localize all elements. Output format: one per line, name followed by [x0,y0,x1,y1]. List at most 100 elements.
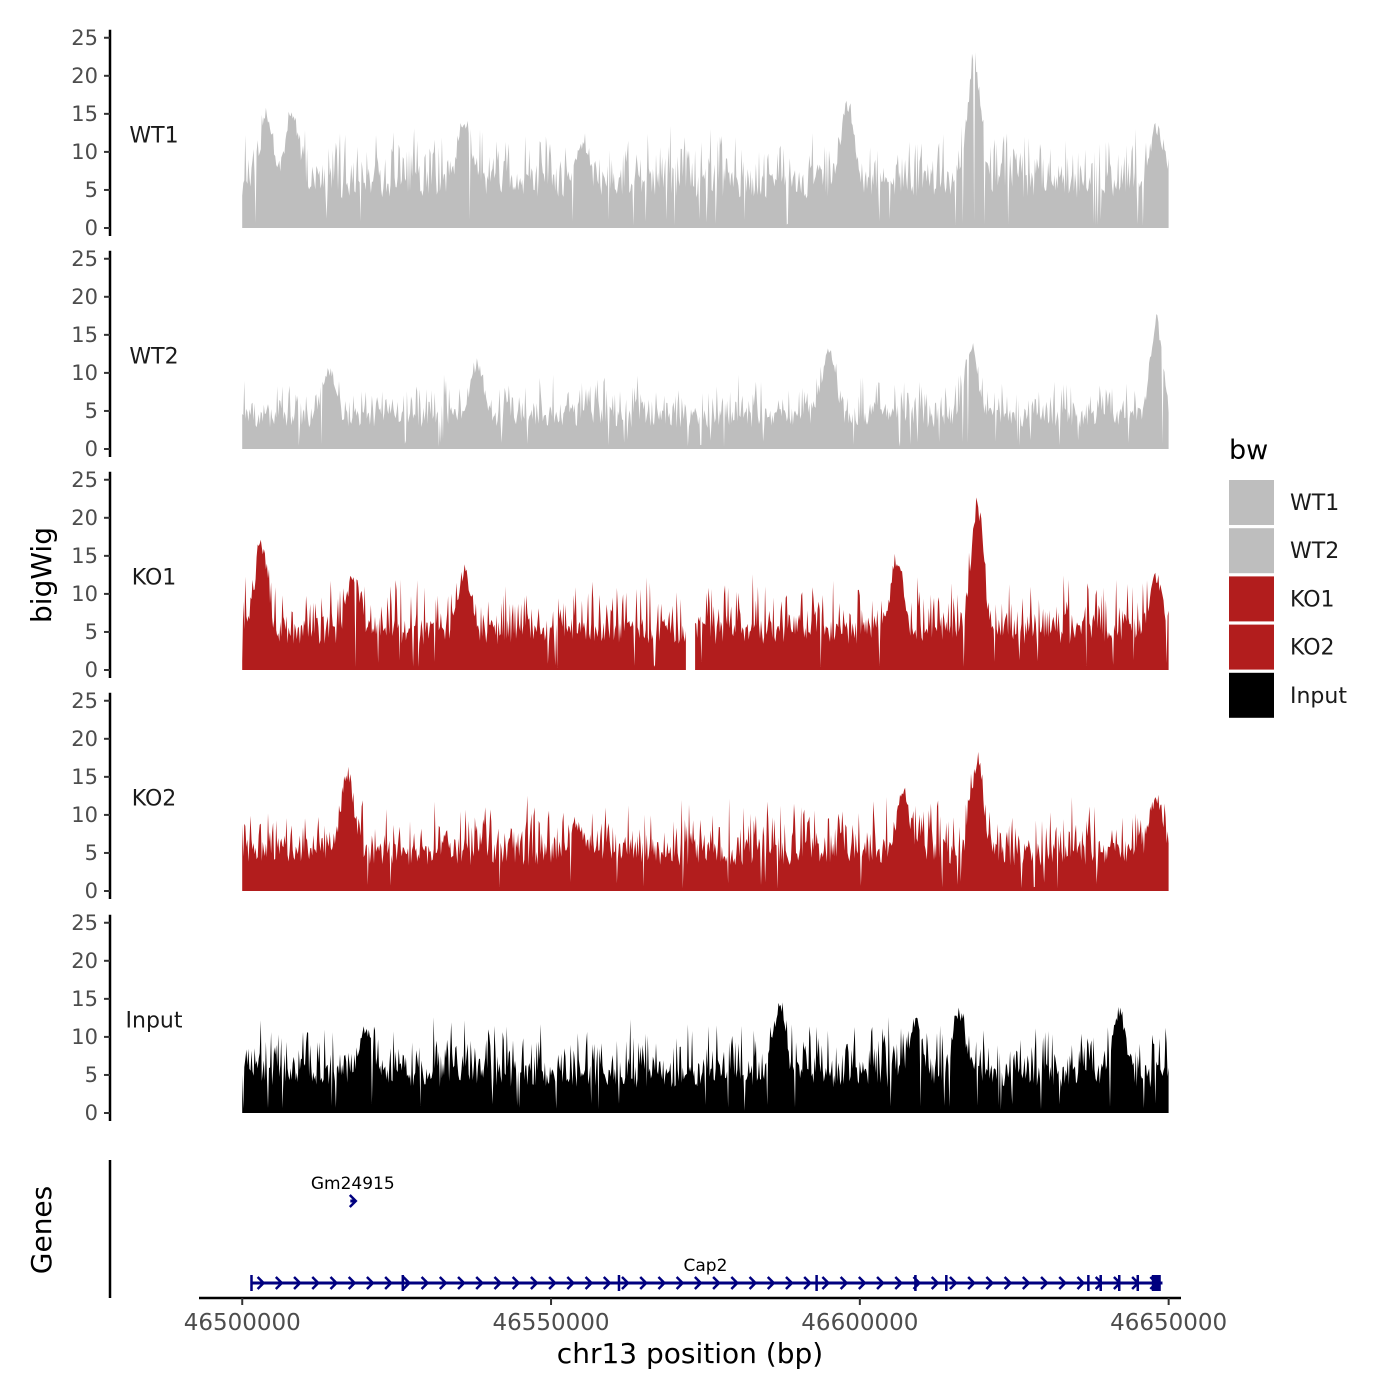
legend-item-wt2: WT2 [1229,528,1339,574]
legend-swatch [1229,576,1274,622]
y-tick-label: 10 [71,140,98,164]
y-tick-label: 15 [71,765,98,789]
y-tick-label: 15 [71,102,98,126]
strand-arrow [1058,1276,1068,1290]
strand-arrow [293,1276,302,1290]
strand-arrow [693,1276,703,1290]
strand-arrow [366,1276,375,1290]
y-tick-label: 10 [71,803,98,827]
y-tick-label: 20 [71,727,98,751]
strand-arrow [639,1276,648,1290]
strand-arrow [274,1276,284,1290]
x-tick-label: 46600000 [801,1310,918,1336]
strand-arrow [785,1276,794,1290]
legend-item-wt1: WT1 [1229,480,1339,525]
legend-item-input: Input [1229,672,1347,718]
strand-arrow [1076,1276,1086,1290]
strand-arrow [511,1276,521,1290]
genes-panel: Gm24915 Cap2 [108,1160,1163,1298]
strand-arrow [821,1276,831,1290]
y-tick-label: 5 [85,620,98,644]
exon [1099,1275,1102,1291]
legend-item-ko2: KO2 [1229,624,1335,670]
strand-arrow [347,1276,357,1290]
exon [401,1275,405,1291]
x-axis: 46500000 46550000 46600000 46650000 [184,1296,1227,1336]
strand-arrow [530,1276,539,1290]
strand-arrow [1003,1276,1013,1290]
exon [1117,1275,1121,1291]
gene-gm24915: Gm24915 [311,1174,395,1208]
y-tick-label: 0 [85,216,98,240]
track-wt1: 0 5 10 15 20 25 WT1 [71,26,1169,240]
exon [945,1275,948,1291]
legend-title: bw [1229,435,1268,466]
strand-arrow [1040,1276,1049,1290]
y-tick-label: 5 [85,178,98,202]
exon [1087,1275,1090,1291]
exon [1151,1275,1161,1291]
track-label: KO2 [132,786,177,811]
strand-arrow [348,1194,358,1208]
track-label: WT2 [129,344,178,369]
coverage-area-wt2 [242,314,1169,449]
strand-arrow [657,1276,667,1290]
coverage-area-input [242,1002,1169,1113]
strand-arrow [438,1276,448,1290]
strand-arrow [1021,1276,1031,1290]
strand-arrow [894,1276,904,1290]
strand-arrow [566,1276,576,1290]
track-ko1: 0 5 10 15 20 25 KO1 [71,468,1169,682]
coverage-area-wt1 [242,52,1169,228]
legend-label: KO1 [1290,587,1335,612]
strand-arrow [548,1276,557,1290]
y-tick-label: 0 [85,879,98,903]
strand-arrow [402,1276,412,1290]
legend-swatch [1229,672,1274,718]
strand-arrow [256,1276,266,1290]
y-tick-label: 5 [85,399,98,423]
strand-arrow [602,1276,612,1290]
legend-swatch [1229,480,1274,525]
y-tick-label: 15 [71,987,98,1011]
y-axis-title: bigWig [25,527,58,623]
y-tick-label: 5 [85,841,98,865]
legend: bw WT1 WT2 KO1 KO2 Input [1229,435,1347,718]
strand-arrow [420,1276,430,1290]
strand-arrow [311,1276,321,1290]
x-tick-label: 46550000 [492,1310,609,1336]
y-tick-label: 20 [71,64,98,88]
exon [914,1275,917,1291]
strand-arrow [876,1276,885,1290]
track-label: Input [126,1008,183,1033]
gene-label: Gm24915 [311,1174,395,1194]
strand-arrow [930,1276,940,1290]
strand-arrow [675,1276,685,1290]
strand-arrow [584,1276,594,1290]
y-tick-label: 20 [71,949,98,973]
strand-arrow [712,1276,721,1290]
strand-arrow [839,1276,849,1290]
x-tick-label: 46500000 [184,1310,301,1336]
y-tick-label: 25 [71,911,98,935]
legend-label: WT1 [1290,491,1339,516]
y-tick-label: 20 [71,285,98,309]
strand-arrow [967,1276,976,1290]
strand-arrow [857,1276,867,1290]
y-tick-label: 0 [85,1101,98,1125]
gene-cap2: Cap2 [250,1256,1163,1291]
genes-panel-title: Genes [25,1186,58,1274]
strand-arrow [766,1276,776,1290]
track-label: WT1 [129,123,178,148]
strand-arrow [475,1276,485,1290]
legend-item-ko1: KO1 [1229,576,1335,622]
legend-label: KO2 [1290,636,1335,661]
strand-arrow [730,1276,740,1290]
strand-arrow [949,1276,958,1290]
y-tick-label: 10 [71,1025,98,1049]
legend-label: WT2 [1290,539,1339,564]
y-tick-label: 10 [71,361,98,385]
track-ko2: 0 5 10 15 20 25 KO2 [71,689,1169,903]
legend-swatch [1229,528,1274,574]
